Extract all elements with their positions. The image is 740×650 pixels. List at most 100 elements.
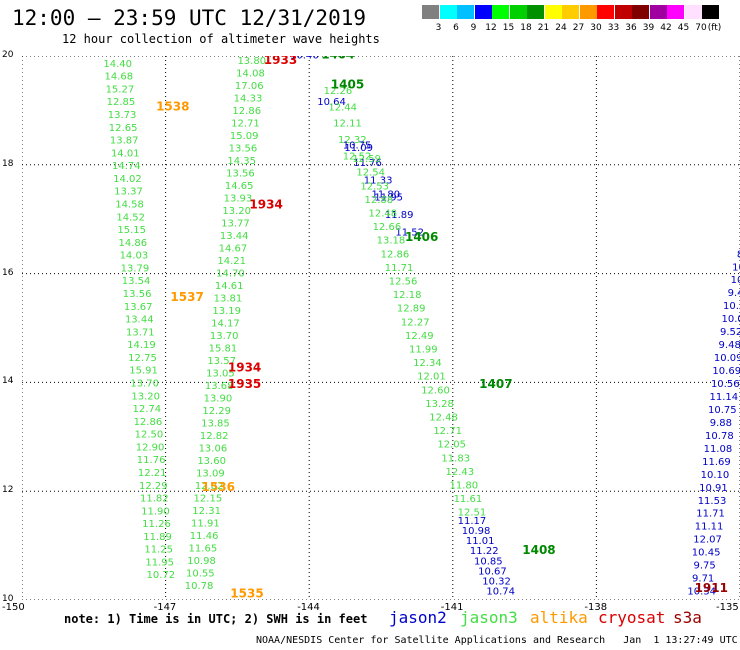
lon-tick-label: -138 bbox=[584, 602, 608, 613]
legend-swatch bbox=[439, 5, 457, 19]
swh-value: 12.15 bbox=[194, 494, 223, 505]
pass-time-label: 1933 bbox=[264, 56, 297, 67]
legend-swatch bbox=[632, 5, 649, 19]
legend-swatch bbox=[614, 5, 632, 19]
lon-tick-label: -147 bbox=[153, 602, 177, 613]
swh-value: 11.14 bbox=[709, 392, 738, 403]
swh-value: 12.75 bbox=[128, 353, 157, 364]
swh-value: 12.11 bbox=[333, 119, 362, 130]
lat-tick-label: 12 bbox=[2, 485, 14, 496]
swh-value: 14.21 bbox=[217, 256, 246, 267]
pass-time-label: 1406 bbox=[405, 230, 438, 244]
swh-value: 13.77 bbox=[221, 219, 250, 230]
swh-value: 14.17 bbox=[211, 319, 240, 330]
swh-value: 11.95 bbox=[145, 557, 174, 568]
swh-value: 13.90 bbox=[204, 394, 233, 405]
footer-note: note: 1) Time is in UTC; 2) SWH is in fe… bbox=[64, 612, 368, 626]
swh-value: 12.31 bbox=[192, 506, 221, 517]
swh-value: 10.78 bbox=[185, 581, 214, 592]
swh-value: 11.53 bbox=[698, 496, 727, 507]
swh-value: 10.72 bbox=[146, 570, 175, 581]
swh-value: 12.50 bbox=[135, 430, 164, 441]
swh-value: 11.90 bbox=[141, 506, 170, 517]
swh-value: 12.01 bbox=[417, 372, 446, 383]
swh-value: 14.08 bbox=[236, 69, 265, 80]
swh-value: 14.03 bbox=[120, 251, 149, 262]
swh-value: 11.89 bbox=[143, 532, 172, 543]
swh-value: 10.98 bbox=[462, 526, 491, 537]
legend-swatch-label: 42 bbox=[660, 23, 672, 33]
swh-value: 11.69 bbox=[702, 457, 731, 468]
swh-value: 12.82 bbox=[200, 431, 229, 442]
swh-value: 13.44 bbox=[220, 231, 249, 242]
swh-value: 12.26 bbox=[324, 86, 353, 97]
swh-value: 10.56 bbox=[711, 379, 740, 390]
swh-value: 11.76 bbox=[137, 455, 166, 466]
lon-tick-label: -150 bbox=[2, 602, 25, 613]
swh-value: 10.10 bbox=[701, 470, 730, 481]
swh-value: 11.01 bbox=[466, 536, 495, 547]
legend-swatch-label: 27 bbox=[572, 23, 585, 33]
swh-value: 10.78 bbox=[705, 431, 734, 442]
swh-value: 11.11 bbox=[695, 522, 724, 533]
swh-value: 14.58 bbox=[115, 200, 144, 211]
swh-value: 11.80 bbox=[371, 189, 400, 200]
swh-value: 10.0 bbox=[722, 314, 740, 325]
legend-swatch bbox=[562, 5, 579, 19]
legend-swatch-label: 24 bbox=[555, 23, 567, 33]
swh-value: 11.26 bbox=[142, 519, 171, 530]
lat-tick-label: 20 bbox=[2, 50, 14, 60]
lon-tick-label: -135 bbox=[716, 602, 739, 613]
swh-value: 9.75 bbox=[694, 561, 716, 572]
wave-height-color-legend: 3 6 9 12 15 18 21 24 27 30 33 36 39 42 45 70 (ft) bbox=[422, 5, 728, 39]
swh-value: 8 bbox=[737, 249, 740, 260]
swh-value: 12.48 bbox=[429, 412, 458, 423]
pass-time-label: 1538 bbox=[156, 99, 189, 113]
satellite-name-s3a: s3a bbox=[673, 608, 702, 627]
swh-value: 12.71 bbox=[433, 426, 462, 437]
swh-value: 13.93 bbox=[224, 194, 253, 205]
legend-swatch bbox=[492, 5, 509, 19]
swh-value: 14.61 bbox=[215, 281, 244, 292]
legend-swatch-label: 70 bbox=[695, 23, 707, 33]
swh-value: 13.56 bbox=[226, 169, 255, 180]
legend-swatch-label: 3 bbox=[435, 23, 442, 33]
swh-value: 13.87 bbox=[110, 136, 139, 147]
swh-value: 12.05 bbox=[437, 440, 466, 451]
legend-swatch-label: 30 bbox=[590, 23, 602, 33]
swh-value: 9.88 bbox=[710, 418, 732, 429]
legend-swatch-label: 15 bbox=[502, 23, 515, 33]
swh-value: 14.40 bbox=[103, 59, 132, 70]
legend-swatch-label: 39 bbox=[642, 23, 655, 33]
legend-swatch-label: 33 bbox=[607, 23, 620, 33]
swh-value: 10.91 bbox=[699, 483, 728, 494]
lat-tick-label: 10 bbox=[2, 594, 14, 604]
swh-value: 12.82 bbox=[195, 481, 224, 492]
swh-value: 12.43 bbox=[445, 467, 474, 478]
swh-value: 11.46 bbox=[190, 531, 219, 542]
swh-value: 12.66 bbox=[373, 222, 402, 233]
lat-tick-label: 14 bbox=[2, 376, 14, 387]
swh-value: 13.81 bbox=[214, 294, 243, 305]
swh-value: 11.65 bbox=[189, 544, 218, 555]
swh-value: 11.33 bbox=[364, 175, 393, 186]
swh-value: 12.32 bbox=[338, 135, 367, 146]
swh-value: 12.53 bbox=[360, 181, 389, 192]
lon-tick-label: -141 bbox=[440, 602, 464, 613]
legend-swatch bbox=[579, 5, 597, 19]
swh-value: 10.85 bbox=[474, 556, 503, 567]
pass-time-label: 1935 bbox=[228, 377, 261, 391]
swh-value: 15.09 bbox=[230, 131, 259, 142]
swh-value: 13.06 bbox=[199, 444, 228, 455]
swh-value: 13.56 bbox=[229, 144, 258, 155]
swh-value: 11.09 bbox=[344, 143, 373, 154]
swh-value: 10.09 bbox=[714, 353, 740, 364]
swh-value: 12.56 bbox=[389, 276, 418, 287]
legend-swatch bbox=[509, 5, 527, 19]
swh-value: 12.86 bbox=[134, 417, 163, 428]
swh-value: 14.02 bbox=[113, 174, 142, 185]
pass-time-label: 1934 bbox=[249, 197, 282, 211]
swh-value: 10.32 bbox=[482, 576, 511, 587]
